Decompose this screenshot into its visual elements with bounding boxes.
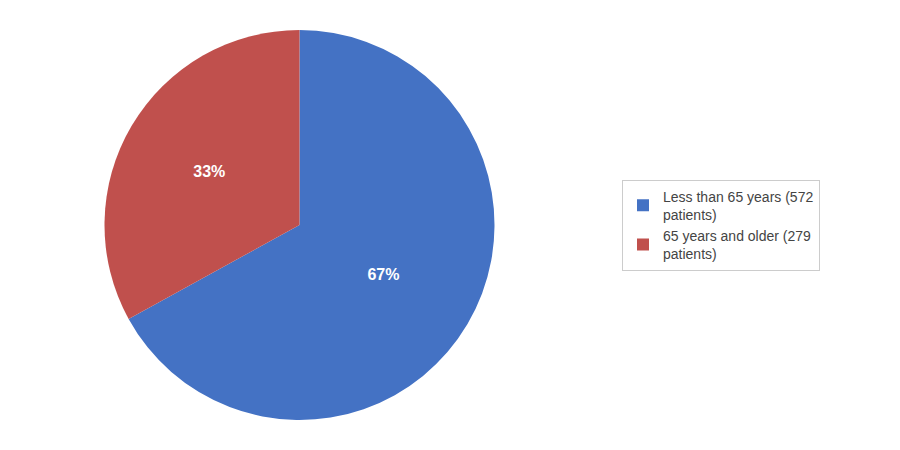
svg-text:65 years and older (279patient: 65 years and older (279patients) — [663, 228, 811, 262]
svg-text:33%: 33% — [193, 163, 225, 180]
svg-text:Less than 65 years (572patient: Less than 65 years (572patients) — [663, 189, 813, 223]
svg-text:67%: 67% — [367, 266, 399, 283]
